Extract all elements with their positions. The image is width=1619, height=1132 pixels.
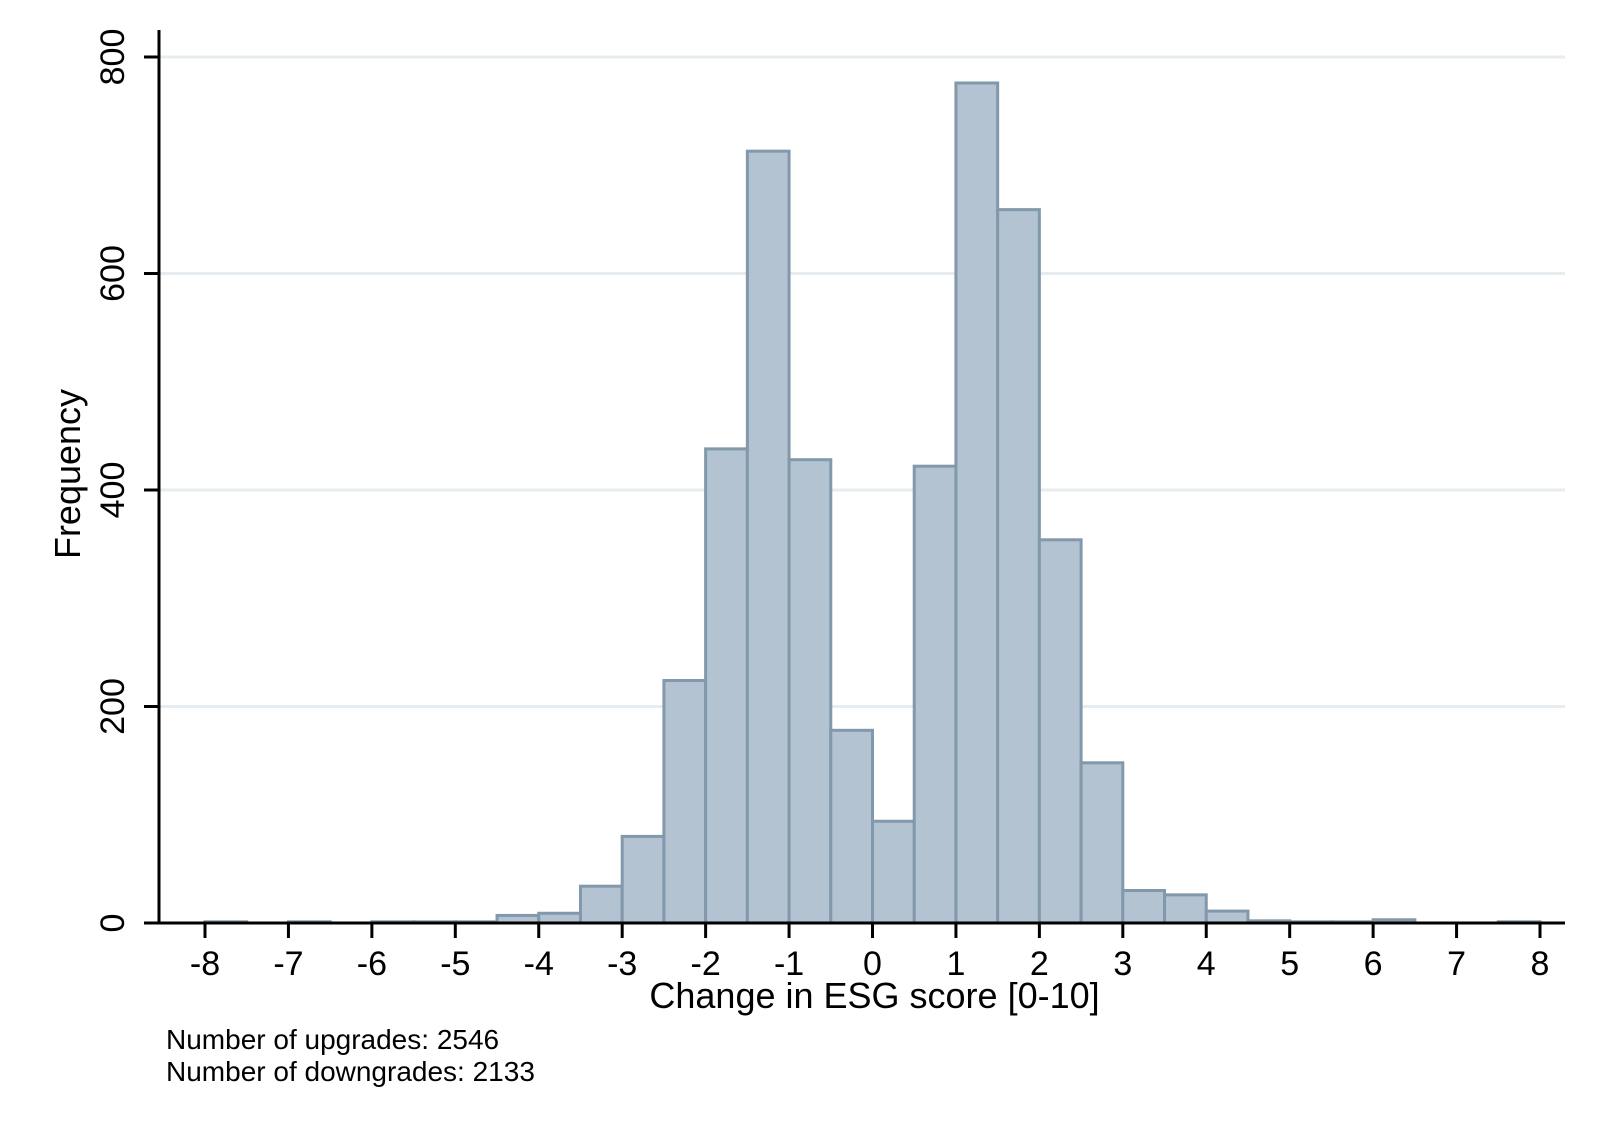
x-tick-label: 1 [946, 945, 965, 983]
y-tick-label: 600 [94, 245, 132, 302]
x-tick-label: -7 [273, 945, 303, 983]
x-tick-label: -2 [691, 945, 721, 983]
histogram-bar [745, 149, 791, 925]
downgrades-note: Number of downgrades: 2133 [166, 1056, 535, 1087]
histogram-bar [1163, 893, 1208, 925]
y-axis-title: Frequency [47, 389, 88, 559]
x-tick-label: 5 [1280, 945, 1299, 983]
x-axis-title: Change in ESG score [0-10] [649, 975, 1099, 1016]
histogram-bar [1121, 889, 1167, 925]
x-tick-label: -1 [774, 945, 804, 983]
histogram-bar [1079, 761, 1125, 925]
histogram-bar [1037, 538, 1083, 925]
histogram-bar [954, 81, 1000, 925]
x-tick-label: 4 [1197, 945, 1216, 983]
tick-labels: -8 -7 -6 -5 -4 -3 -2 -1 0 1 2 3 4 5 6 7 8 0 200 400 600 800 [94, 29, 1549, 983]
x-tick-label: -6 [357, 945, 387, 983]
x-tick-label: 7 [1447, 945, 1466, 983]
x-tick-label: 8 [1531, 945, 1550, 983]
histogram-bar [620, 834, 666, 925]
y-tick-label: 800 [94, 29, 132, 86]
histogram-bar [704, 447, 749, 925]
histogram-bar [871, 819, 916, 925]
histogram-bar [662, 679, 708, 925]
y-tick-label: 200 [94, 678, 132, 735]
y-tick-label: 0 [94, 914, 132, 933]
x-tick-label: 6 [1364, 945, 1383, 983]
upgrades-note: Number of upgrades: 2546 [166, 1024, 500, 1055]
histogram-bar [1204, 909, 1250, 925]
x-tick-label: 3 [1113, 945, 1132, 983]
x-tick-label: 2 [1030, 945, 1049, 983]
x-tick-label: -8 [190, 945, 220, 983]
grid-lines [159, 55, 1565, 708]
axes [144, 30, 1565, 938]
x-tick-label: -5 [440, 945, 470, 983]
x-tick-label: 0 [863, 945, 882, 983]
histogram-bars [203, 81, 1542, 925]
histogram-bar [912, 464, 958, 925]
y-tick-label: 400 [94, 462, 132, 519]
histogram-bar [787, 458, 833, 925]
x-tick-label: -4 [524, 945, 554, 983]
histogram-bar [578, 884, 624, 925]
histogram-bar [829, 728, 874, 925]
histogram-bar [996, 208, 1041, 925]
x-tick-label: -3 [607, 945, 637, 983]
